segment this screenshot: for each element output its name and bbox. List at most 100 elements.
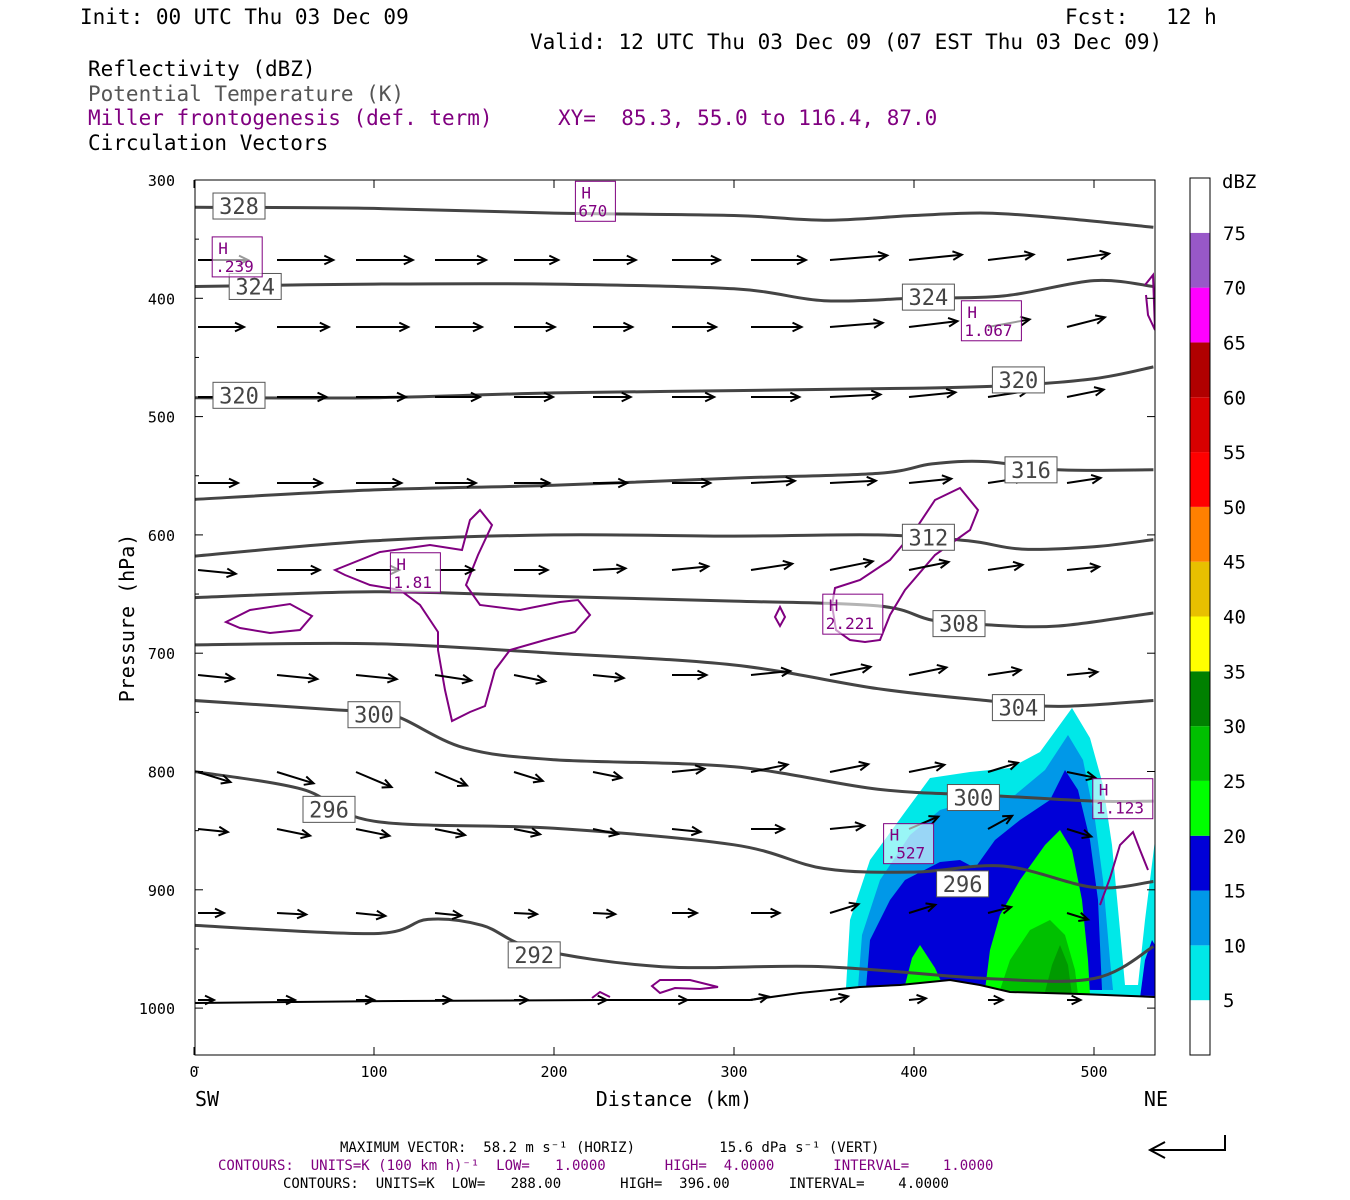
circulation-vector: [434, 909, 464, 921]
vector-head: [464, 564, 477, 576]
vector-head: [916, 993, 929, 1005]
x-tick-label: 400: [900, 1063, 927, 1081]
vector-shaft: [434, 828, 466, 837]
vector-head: [226, 567, 239, 579]
circulation-vector: [750, 761, 790, 773]
colorbar-level-label: 30: [1223, 716, 1246, 738]
theta-contour-label: 300: [347, 701, 401, 729]
frontogenesis-contour: [591, 990, 611, 999]
circulation-vector: [1066, 386, 1106, 398]
vector-head: [782, 559, 795, 571]
theta-contour-label: 324: [228, 272, 282, 300]
frontogenesis-label-value: 1.067: [964, 321, 1012, 340]
vector-head: [381, 778, 394, 789]
circulation-vector: [593, 254, 639, 266]
colorbar-level-label: 50: [1223, 497, 1246, 519]
frontogenesis-label-h: H: [218, 239, 228, 258]
vector-shaft: [908, 320, 958, 328]
colorbar-level-label: 75: [1223, 223, 1246, 245]
vector-head: [386, 673, 399, 684]
vector-head: [451, 909, 464, 921]
vector-shaft: [829, 321, 883, 328]
theta-contour-label: 292: [507, 941, 561, 969]
vector-shaft: [592, 567, 626, 571]
y-tick-label: 400: [148, 290, 175, 308]
vector-head: [785, 475, 798, 487]
vector-head: [700, 477, 713, 489]
colorbar-level-label: 45: [1223, 552, 1246, 574]
circulation-vector: [829, 821, 867, 832]
vector-shaft: [671, 767, 705, 773]
theta-label-text: 320: [219, 384, 259, 409]
theta-contour-label: 328: [212, 192, 266, 220]
theta-label-box: [901, 523, 955, 551]
frontogenesis-contour: [650, 979, 719, 995]
circulation-vector: [672, 669, 709, 681]
vector-head: [792, 321, 804, 333]
vector-shaft: [276, 674, 318, 681]
colorbar-band: [1190, 945, 1210, 1001]
circulation-vector: [197, 771, 233, 785]
vector-shaft: [829, 479, 876, 484]
vector-shaft: [355, 828, 390, 837]
frontogenesis-contour: [1099, 830, 1149, 906]
vector-head: [1002, 814, 1015, 825]
colorbar-band: [1190, 232, 1210, 288]
vector-head: [1090, 474, 1103, 485]
colorbar-level-label: 60: [1223, 387, 1246, 409]
vector-shaft: [434, 674, 472, 682]
frontogenesis-maximum: H.527: [883, 823, 935, 865]
theta-contour-label: 300: [946, 784, 1000, 812]
vector-head: [934, 761, 947, 772]
theta-contour-label: 308: [932, 610, 986, 638]
vector-head: [710, 254, 723, 266]
vector-head: [310, 564, 323, 576]
maximum-vector-text: MAXIMUM VECTOR: 58.2 m s⁻¹ (HORIZ) 15.6 …: [340, 1140, 880, 1156]
vector-shaft: [1066, 670, 1098, 676]
circulation-vector: [435, 564, 477, 576]
colorbar-level-label: 10: [1223, 935, 1246, 957]
circulation-vector: [435, 321, 485, 333]
vector-shaft: [592, 674, 624, 680]
frontogenesis-contour: [773, 604, 787, 629]
vector-shaft: [276, 828, 311, 837]
theta-label-box: [212, 192, 266, 220]
circulation-vector: [750, 666, 793, 678]
circulation-vector: [829, 250, 890, 262]
vector-head: [621, 391, 633, 403]
circulation-vector: [1066, 314, 1108, 328]
theta-label-box: [936, 870, 990, 898]
circulation-vector: [356, 254, 416, 266]
circulation-vector: [198, 907, 227, 919]
circulation-vector: [908, 761, 947, 773]
vector-head: [938, 558, 951, 569]
colorbar-level-label: 15: [1223, 881, 1246, 903]
circulation-vector: [197, 825, 231, 837]
vector-shaft: [987, 906, 1012, 914]
vector-head: [694, 764, 707, 775]
frontogenesis-label-box: [883, 823, 935, 865]
init-time: Init: 00 UTC Thu 03 Dec 09: [80, 5, 409, 29]
circulation-vector: [987, 760, 1021, 773]
circulation-vector: [672, 321, 719, 333]
vector-head: [218, 825, 231, 837]
vector-head: [1099, 249, 1112, 261]
vector-head: [706, 321, 719, 333]
theta-label-text: 316: [1011, 459, 1051, 484]
vector-head: [866, 475, 879, 487]
colorbar-level-label: 20: [1223, 826, 1246, 848]
vector-head: [848, 901, 861, 912]
vector-head: [952, 250, 965, 261]
y-tick-label: 900: [148, 882, 175, 900]
circulation-vector: [513, 908, 540, 919]
vector-head: [796, 254, 809, 266]
circulation-vector: [592, 908, 618, 919]
circulation-vector: [435, 254, 489, 266]
vector-head: [860, 663, 873, 674]
frontogenesis-maximum: H1.81: [389, 552, 441, 594]
circulation-vector: [672, 477, 713, 489]
vector-head: [1087, 667, 1100, 679]
theta-contour-label: 312: [901, 523, 955, 551]
